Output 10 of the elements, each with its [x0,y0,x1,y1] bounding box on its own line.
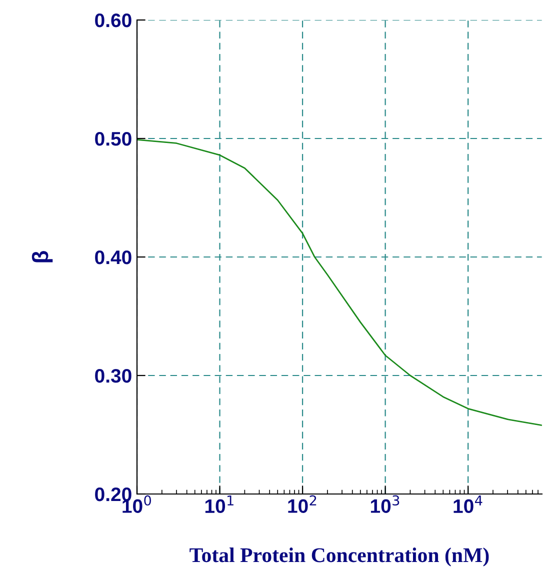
y-axis-title: β [32,250,53,262]
x-axis-title: Total Protein Concentration (nM) [190,548,489,566]
x-tick-label: 10$^{3}$ [370,495,400,513]
x-tick-label: 10$^{2}$ [288,495,316,513]
y-tick-label: 0.60 [95,13,132,28]
x-tick-label: 10$^{4}$ [454,495,482,514]
y-tick-label: 0.40 [95,250,132,264]
y-tick-label: 0.30 [95,368,132,383]
x-tick-label: 10$^{1}$ [205,495,234,514]
y-tick-label: 0.50 [95,132,132,146]
